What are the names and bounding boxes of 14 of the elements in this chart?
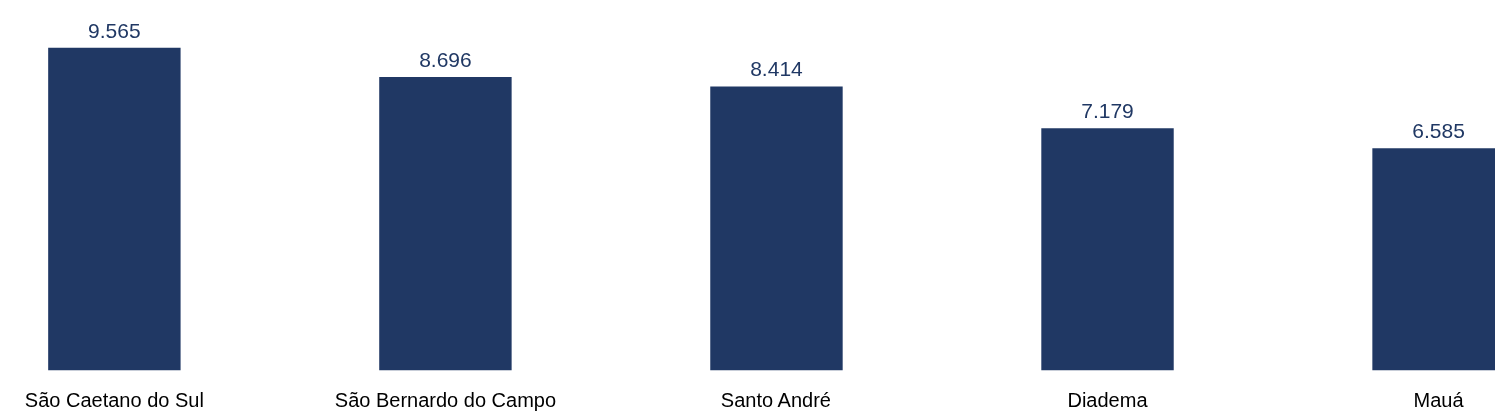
data-label: 6.585 [1412,119,1465,143]
bar [379,76,512,371]
data-label: 8.696 [419,47,472,71]
x-tick-label: Santo André [720,388,831,411]
x-tick-label: Mauá [1413,388,1465,411]
bar [1041,128,1174,371]
x-tick-label: São Caetano do Sul [24,388,204,411]
bar [48,47,181,371]
data-label: 9.565 [88,18,141,42]
data-label: 7.179 [1081,99,1134,123]
bar [710,86,843,371]
data-label: 8.414 [750,57,804,81]
x-tick-label: Diadema [1067,388,1149,411]
x-tick-label: São Bernardo do Campo [334,388,557,411]
